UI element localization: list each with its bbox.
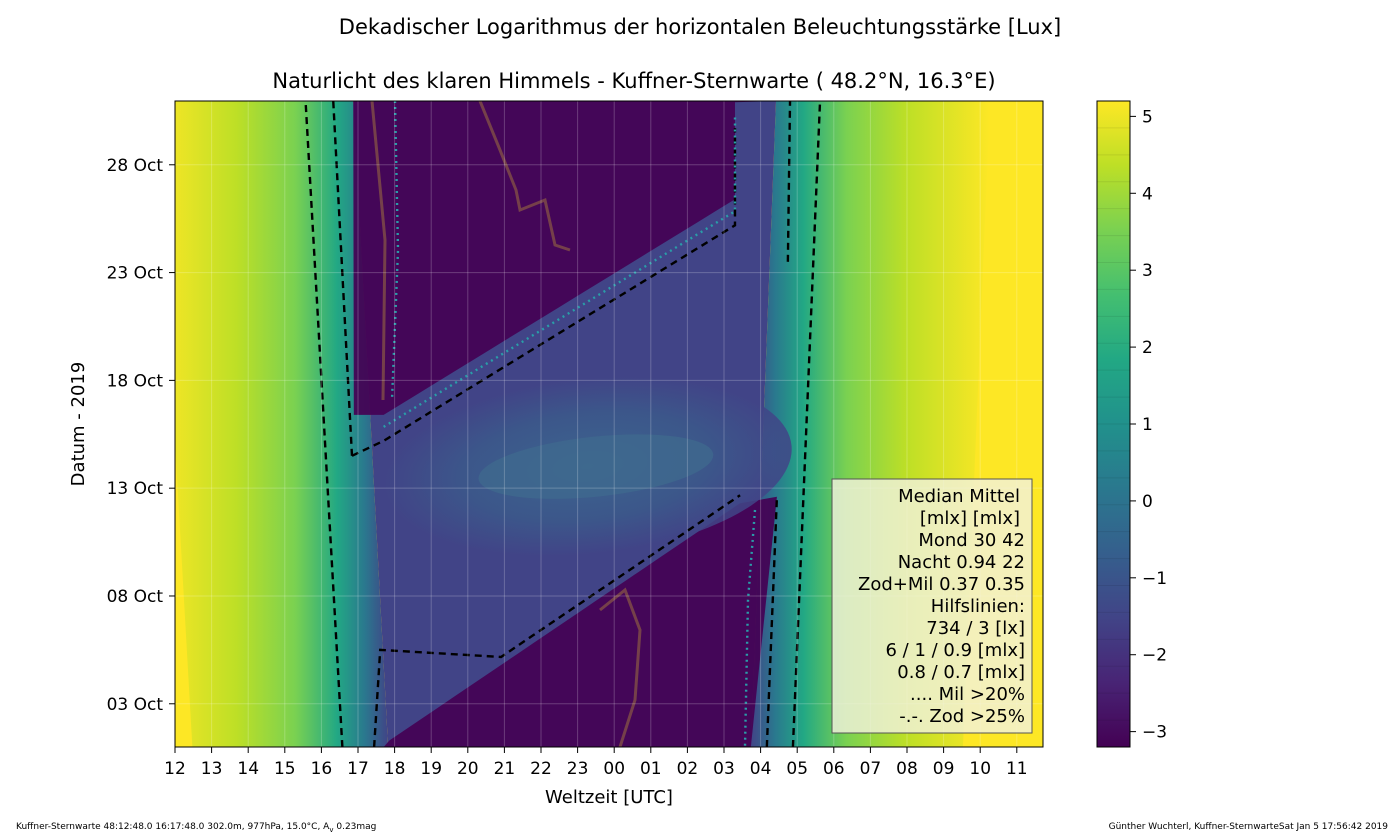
colorbar-tick-label: −1 xyxy=(1142,569,1167,589)
x-tick-label: 07 xyxy=(860,759,882,779)
x-tick-label: 23 xyxy=(567,759,589,779)
legend-line: 6 / 1 / 0.9 [mlx] xyxy=(886,640,1026,661)
moonless-region-early xyxy=(383,496,777,747)
x-tick-label: 04 xyxy=(750,759,772,779)
x-tick-label: 22 xyxy=(530,759,552,779)
moon-horizon-contour-1 xyxy=(370,101,387,401)
evening-inner-contour-low xyxy=(372,494,741,747)
footer-right-text: Günther Wuchterl, Kuffner-SternwarteSat … xyxy=(1108,822,1388,832)
legend: Median Mittel[mlx] [mlx]Mond 30 42Nacht … xyxy=(831,478,1033,734)
y-axis: 03 Oct 08 Oct 13 Oct 18 Oct 23 Oct 28 Oct xyxy=(107,156,175,715)
colorbar-tick-label: 4 xyxy=(1142,184,1153,204)
x-tick-label: 16 xyxy=(311,759,333,779)
legend-line: Median Mittel xyxy=(898,486,1020,507)
x-tick-label: 06 xyxy=(823,759,845,779)
footer-left: Kuffner-Sternwarte 48:12:48.0 16:17:48.0… xyxy=(16,822,376,834)
y-tick-label: 23 Oct xyxy=(107,264,164,284)
colorbar-ticks: 5 4 3 2 1 0 −1 −2 −3 xyxy=(1130,107,1167,743)
x-tick-label: 12 xyxy=(164,759,186,779)
colorbar-fill xyxy=(1097,101,1130,747)
moon-horizon-contour-2 xyxy=(478,101,571,252)
legend-line: .... Mil >20% xyxy=(910,684,1025,705)
legend-line: Nacht 0.94 22 xyxy=(898,552,1025,573)
x-tick-label: 17 xyxy=(347,759,369,779)
legend-line: 0.8 / 0.7 [mlx] xyxy=(897,662,1025,683)
chart-subtitle: Naturlicht des klaren Himmels - Kuffner-… xyxy=(272,69,995,93)
morning-inner-contour-high xyxy=(786,101,792,262)
plot-area xyxy=(175,101,1043,747)
legend-line: -.-. Zod >25% xyxy=(899,706,1025,727)
x-axis: 12 13 14 15 16 17 18 19 20 21 22 23 00 01 02 03 04 05 06 07… xyxy=(164,747,1028,779)
x-tick-label: 09 xyxy=(933,759,955,779)
x-tick-label: 10 xyxy=(969,759,991,779)
milkyway-contour-3 xyxy=(382,114,737,428)
legend-text: Median Mittel[mlx] [mlx]Mond 30 42Nacht … xyxy=(858,486,1025,727)
footer-left-sub: v xyxy=(329,825,334,834)
legend-box xyxy=(831,478,1033,734)
legend-line: Mond 30 42 xyxy=(918,530,1025,551)
x-tick-label: 11 xyxy=(1006,759,1028,779)
x-tick-label: 05 xyxy=(786,759,808,779)
footer-right: Günther Wuchterl, Kuffner-SternwarteSat … xyxy=(1109,822,1388,832)
plot-frame xyxy=(174,100,1044,748)
colorbar-tick-label: 5 xyxy=(1142,107,1153,127)
heatmap-layer xyxy=(175,101,991,747)
colorbar-tick-label: 2 xyxy=(1142,338,1153,358)
y-tick-label: 13 Oct xyxy=(107,479,164,499)
x-tick-label: 08 xyxy=(896,759,918,779)
x-tick-label: 19 xyxy=(420,759,442,779)
legend-line: [mlx] [mlx] xyxy=(920,508,1020,529)
x-tick-label: 13 xyxy=(201,759,223,779)
milkyway-contour-2 xyxy=(743,509,757,747)
x-tick-label: 21 xyxy=(494,759,516,779)
legend-line: 734 / 3 [lx] xyxy=(926,618,1025,639)
moon-peak-region xyxy=(478,434,714,499)
grid-layer xyxy=(175,101,1043,747)
morning-inner-contour-low xyxy=(765,496,779,747)
legend-line: Hilfslinien: xyxy=(931,596,1025,617)
colorbar-bands xyxy=(1097,100,1130,748)
chart-title: Dekadischer Logarithmus der horizontalen… xyxy=(339,15,1061,39)
colorbar-tick-label: 1 xyxy=(1142,415,1153,435)
x-tick-label: 18 xyxy=(384,759,406,779)
moon-horizon-contour-3 xyxy=(599,587,642,747)
evening-twilight-band xyxy=(175,101,389,747)
x-tick-label: 02 xyxy=(677,759,699,779)
x-tick-label: 20 xyxy=(457,759,479,779)
legend-line: Zod+Mil 0.37 0.35 xyxy=(858,574,1025,595)
colorbar-tick-label: 0 xyxy=(1142,492,1153,512)
x-tick-label: 03 xyxy=(713,759,735,779)
x-tick-label: 15 xyxy=(274,759,296,779)
y-tick-label: 18 Oct xyxy=(107,371,164,391)
y-tick-label: 03 Oct xyxy=(107,695,164,715)
milkyway-contour-1 xyxy=(390,101,400,401)
x-tick-label: 01 xyxy=(640,759,662,779)
footer-left-text: Kuffner-Sternwarte 48:12:48.0 16:17:48.0… xyxy=(16,822,330,832)
moonless-region-late xyxy=(353,101,777,415)
colorbar: 5 4 3 2 1 0 −1 −2 −3 xyxy=(1096,100,1167,748)
y-tick-label: 08 Oct xyxy=(107,587,164,607)
colorbar-tick-label: 3 xyxy=(1142,261,1153,281)
contour-layer xyxy=(304,101,822,747)
y-axis-label: Datum - 2019 xyxy=(68,362,89,487)
x-tick-label: 14 xyxy=(237,759,259,779)
colorbar-tick-label: −3 xyxy=(1142,723,1167,743)
footer-left-end: 0.23mag xyxy=(333,822,377,832)
y-tick-label: 28 Oct xyxy=(107,156,164,176)
x-axis-label: Weltzeit [UTC] xyxy=(545,787,673,808)
colorbar-tick-label: −2 xyxy=(1142,646,1167,666)
x-tick-label: 00 xyxy=(603,759,625,779)
